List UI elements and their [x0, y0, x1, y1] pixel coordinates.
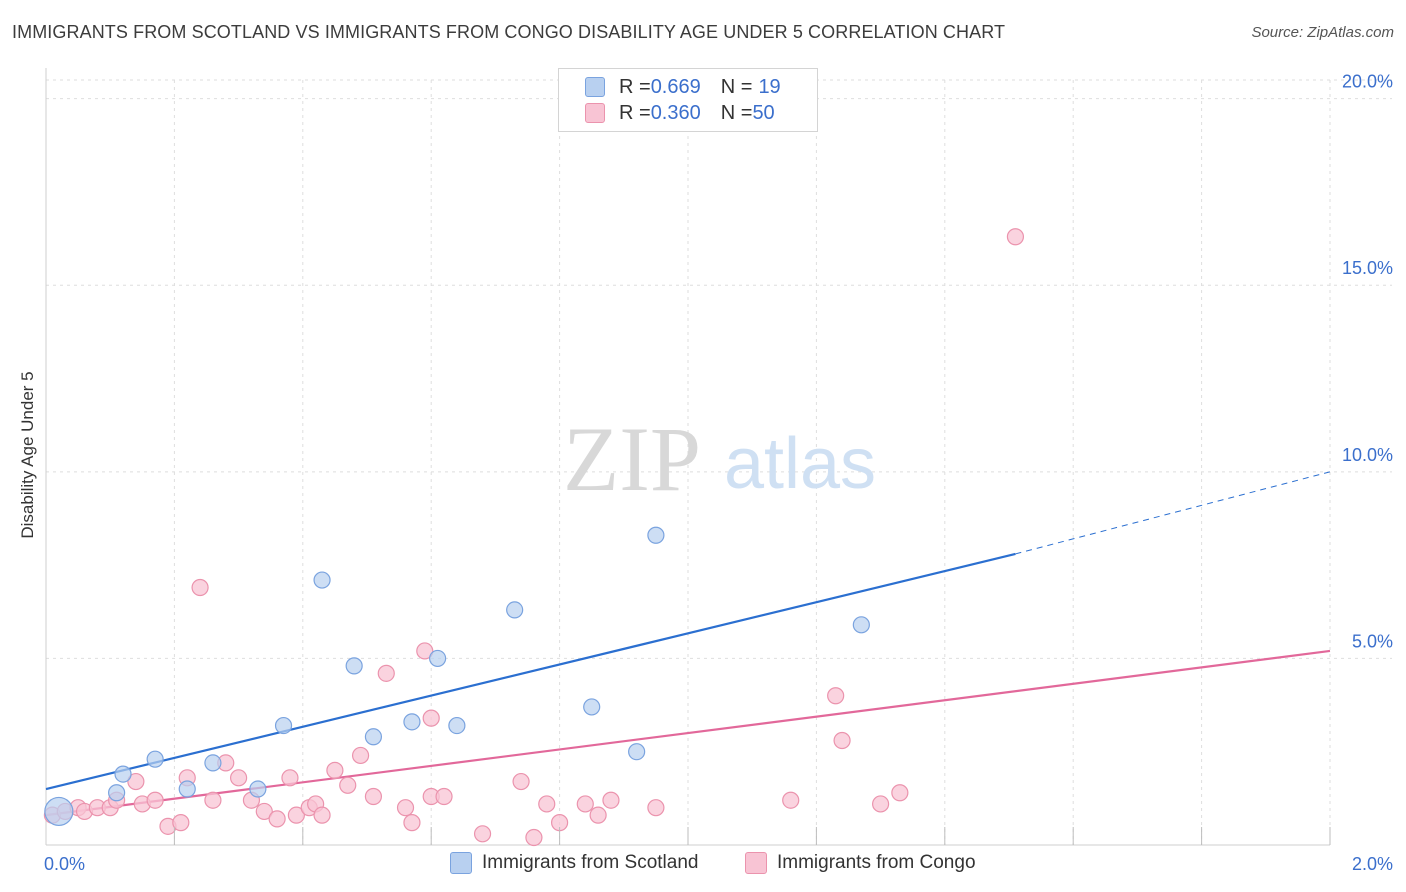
point-congo — [589, 806, 607, 824]
point-congo — [782, 791, 800, 809]
y-tick-label: 15.0% — [1342, 258, 1393, 278]
point-congo — [230, 769, 248, 787]
point-scotland — [274, 716, 293, 735]
x-tick-label-max: 2.0% — [1352, 854, 1393, 874]
point-congo — [576, 795, 594, 813]
legend-r-label: R = — [619, 75, 651, 98]
point-congo — [351, 746, 370, 765]
point-congo — [268, 810, 286, 828]
trend-line-scotland — [45, 552, 1016, 791]
legend-row-congo: R = 0.360 N = 50 — [585, 101, 775, 125]
point-congo — [1006, 228, 1025, 246]
point-scotland — [403, 713, 421, 731]
point-congo — [313, 806, 331, 824]
series-legend-congo: Immigrants from Congo — [745, 852, 976, 874]
point-congo — [525, 828, 543, 847]
series-legend: Immigrants from Scotland Immigrants from… — [0, 852, 1406, 878]
point-congo — [827, 687, 845, 705]
watermark: ZIP atlas — [563, 408, 876, 510]
point-scotland — [204, 754, 222, 772]
point-congo — [833, 731, 851, 750]
y-tick-label: 10.0% — [1342, 445, 1393, 465]
point-congo — [281, 769, 299, 787]
legend-n-label: N = — [720, 75, 753, 98]
watermark-zip: ZIP — [563, 408, 701, 510]
point-scotland — [313, 571, 331, 589]
point-congo — [422, 709, 440, 727]
point-scotland — [583, 698, 601, 716]
point-congo — [287, 806, 305, 824]
point-congo — [538, 795, 556, 813]
y-tick-label: 5.0% — [1352, 631, 1393, 651]
point-scotland — [628, 743, 646, 761]
point-congo — [396, 799, 415, 817]
series-swatch-scotland — [450, 852, 472, 874]
point-scotland — [429, 649, 447, 668]
point-congo — [647, 799, 665, 817]
point-congo — [191, 578, 209, 597]
point-scotland — [506, 601, 524, 619]
legend-r-value: 0.360 — [650, 101, 701, 124]
data-points — [43, 228, 1025, 847]
legend-swatch-congo — [585, 103, 605, 123]
point-scotland — [364, 728, 383, 746]
legend-swatch-scotland — [585, 77, 605, 97]
point-congo — [127, 772, 145, 791]
point-congo — [602, 791, 620, 809]
legend-r-label: R = — [619, 101, 651, 124]
point-scotland — [146, 750, 164, 768]
point-congo — [326, 761, 344, 779]
point-scotland — [44, 796, 74, 827]
series-swatch-congo — [745, 852, 767, 874]
series-name-congo: Immigrants from Congo — [777, 852, 976, 873]
point-scotland — [114, 765, 132, 783]
point-congo — [435, 787, 453, 806]
point-congo — [364, 787, 383, 806]
point-scotland — [448, 716, 466, 735]
point-scotland — [852, 616, 870, 634]
y-tick-label: 20.0% — [1342, 72, 1393, 92]
legend: R = 0.669 N = 19 R = 0.360 N = 50 — [558, 68, 818, 132]
trend-line-scotland-extension — [1015, 471, 1331, 555]
point-congo — [339, 776, 357, 794]
legend-n-value: 19 — [758, 75, 781, 98]
legend-n-label: N = — [720, 101, 753, 124]
point-scotland — [345, 657, 363, 675]
legend-row-scotland: R = 0.669 N = 19 — [585, 75, 781, 99]
point-scotland — [178, 780, 196, 798]
point-congo — [871, 795, 890, 813]
point-congo — [172, 814, 190, 832]
point-congo — [512, 772, 530, 791]
point-congo — [204, 791, 222, 809]
source-label: Source: ZipAtlas.com — [1251, 24, 1394, 41]
point-scotland — [647, 526, 665, 544]
watermark-atlas: atlas — [724, 424, 876, 504]
axis-ticks: 5.0% 10.0% 15.0% 20.0% 0.0% 2.0% — [44, 72, 1393, 874]
legend-n-value: 50 — [752, 101, 775, 124]
point-congo — [146, 791, 164, 809]
point-congo — [403, 814, 421, 832]
series-name-scotland: Immigrants from Scotland — [482, 852, 699, 873]
legend-r-value: 0.669 — [650, 75, 701, 98]
point-congo — [377, 664, 395, 682]
series-legend-scotland: Immigrants from Scotland — [450, 852, 698, 874]
point-congo — [473, 825, 492, 843]
point-congo — [255, 802, 273, 821]
chart-title: IMMIGRANTS FROM SCOTLAND VS IMMIGRANTS F… — [12, 22, 1006, 42]
x-tick-label-min: 0.0% — [44, 854, 85, 874]
point-scotland — [108, 784, 126, 802]
point-scotland — [249, 780, 267, 798]
point-congo — [416, 642, 434, 660]
point-congo — [891, 784, 909, 802]
